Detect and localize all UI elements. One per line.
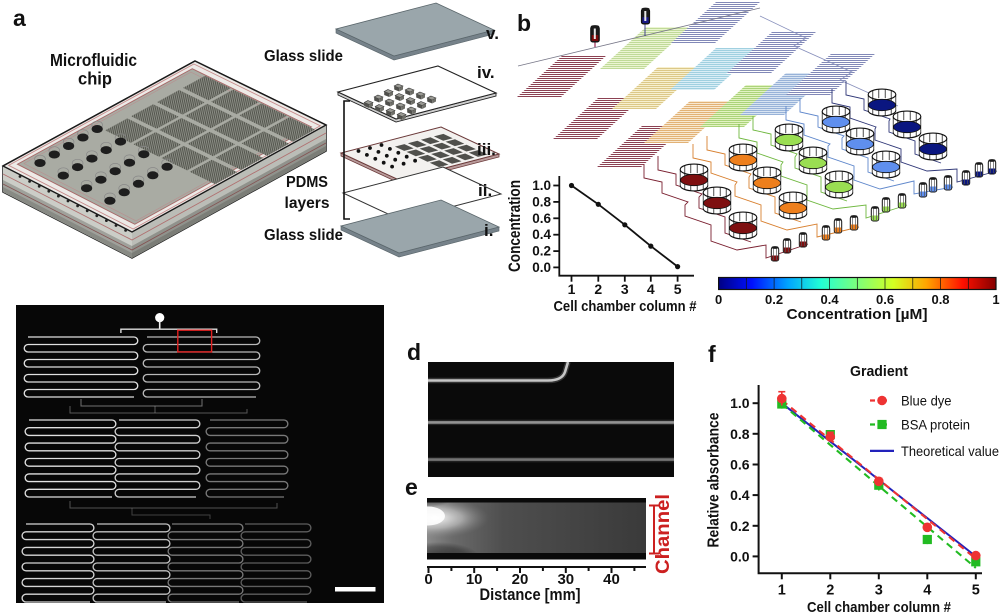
svg-text:ii.: ii. <box>478 181 492 200</box>
svg-text:0.8: 0.8 <box>931 292 949 307</box>
svg-text:Concentration: Concentration <box>505 180 524 272</box>
svg-text:chip: chip <box>78 69 112 89</box>
svg-text:0.2: 0.2 <box>532 244 551 259</box>
svg-text:20: 20 <box>512 571 529 588</box>
svg-text:5: 5 <box>674 281 682 297</box>
svg-text:0.6: 0.6 <box>730 456 750 472</box>
svg-text:PDMS: PDMS <box>286 174 328 191</box>
svg-text:0: 0 <box>424 571 432 588</box>
svg-text:iii.: iii. <box>477 140 496 159</box>
svg-text:1: 1 <box>778 582 786 598</box>
svg-text:0.0: 0.0 <box>532 260 551 275</box>
svg-text:0.4: 0.4 <box>821 292 840 307</box>
svg-text:Cell chamber column #: Cell chamber column # <box>807 599 952 615</box>
svg-text:1: 1 <box>992 292 999 307</box>
svg-text:f: f <box>708 341 716 367</box>
svg-text:3: 3 <box>621 281 629 297</box>
svg-text:i.: i. <box>484 221 493 240</box>
svg-text:Theoretical value: Theoretical value <box>901 443 999 459</box>
svg-text:3: 3 <box>875 582 883 598</box>
svg-text:0.4: 0.4 <box>730 487 750 503</box>
svg-text:0: 0 <box>715 292 722 307</box>
svg-text:0.8: 0.8 <box>532 194 551 209</box>
svg-text:Blue dye: Blue dye <box>901 393 952 409</box>
svg-text:d: d <box>407 339 421 365</box>
svg-text:0.4: 0.4 <box>532 227 551 242</box>
svg-text:0.2: 0.2 <box>765 292 783 307</box>
svg-text:5: 5 <box>972 582 980 598</box>
svg-text:Relative absorbance: Relative absorbance <box>706 412 723 547</box>
svg-text:BSA protein: BSA protein <box>901 417 970 433</box>
svg-text:Distance [mm]: Distance [mm] <box>480 585 581 604</box>
svg-text:4: 4 <box>923 582 931 598</box>
svg-text:Gradient: Gradient <box>850 363 908 380</box>
svg-text:v.: v. <box>486 24 499 43</box>
svg-text:Glass slide: Glass slide <box>264 227 343 244</box>
svg-text:c: c <box>13 295 26 300</box>
svg-text:layers: layers <box>285 195 330 212</box>
svg-text:40: 40 <box>603 571 620 588</box>
svg-text:10: 10 <box>466 571 483 588</box>
svg-text:iv.: iv. <box>477 63 495 82</box>
svg-text:0.6: 0.6 <box>532 211 551 226</box>
svg-text:0.0: 0.0 <box>730 548 750 564</box>
svg-text:Concentration [µM]: Concentration [µM] <box>787 306 928 323</box>
svg-text:0.2: 0.2 <box>730 518 750 534</box>
svg-text:b: b <box>517 10 531 36</box>
svg-text:2: 2 <box>826 582 834 598</box>
svg-text:e: e <box>405 480 418 500</box>
svg-text:1: 1 <box>568 281 576 297</box>
svg-text:30: 30 <box>557 571 574 588</box>
svg-text:Channel: Channel <box>653 494 674 574</box>
svg-text:1.0: 1.0 <box>730 395 750 411</box>
svg-text:1.0: 1.0 <box>532 178 551 193</box>
svg-text:a: a <box>13 5 26 31</box>
svg-text:4: 4 <box>647 281 655 297</box>
svg-text:Cell chamber column #: Cell chamber column # <box>554 298 698 315</box>
svg-text:2: 2 <box>594 281 602 297</box>
svg-text:0.6: 0.6 <box>876 292 894 307</box>
svg-text:0.8: 0.8 <box>730 426 750 442</box>
svg-text:Glass slide: Glass slide <box>264 48 343 65</box>
svg-text:Microfluidic: Microfluidic <box>50 50 137 70</box>
